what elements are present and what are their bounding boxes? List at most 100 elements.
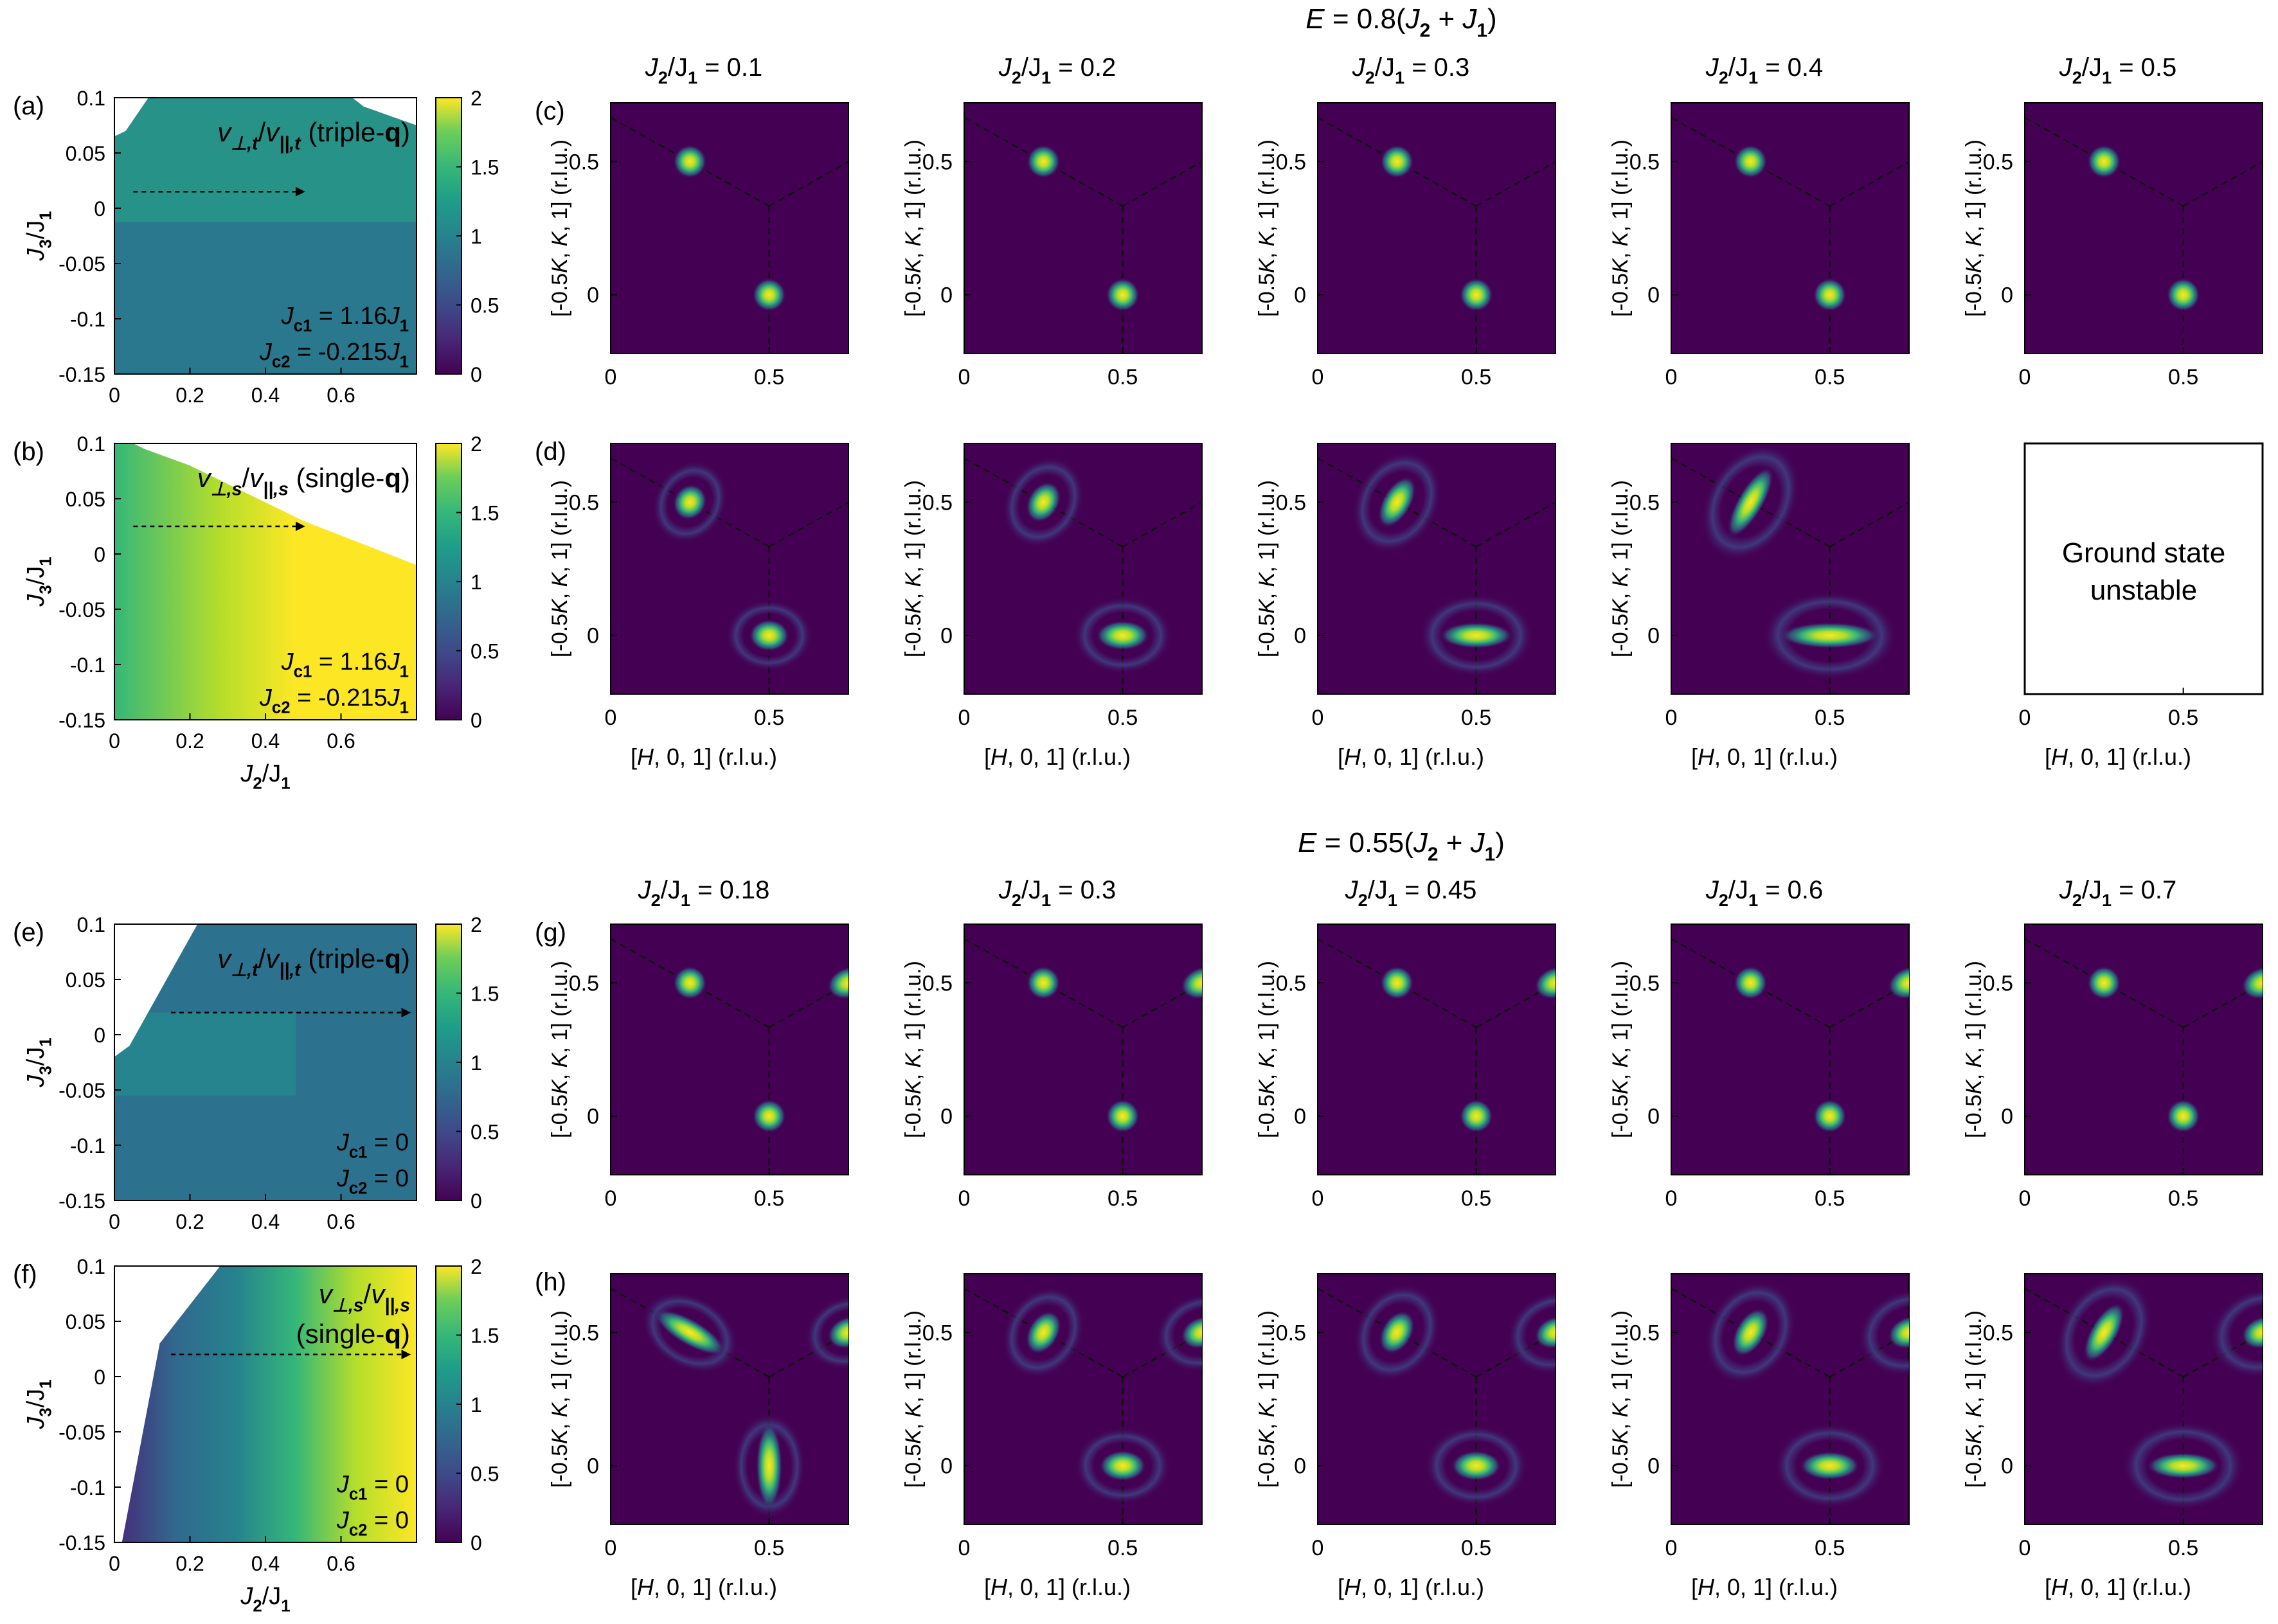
magnon-peak — [2241, 966, 2263, 1000]
zone-boundary-line — [1122, 501, 1202, 548]
sq-map-panel: 0.500 0.5[-0.5K, K, 1] (r.l.u.) — [548, 443, 849, 730]
energy-header: E = 0.8(J2 + J1) — [1305, 3, 1496, 41]
magnon-peak — [1380, 145, 1414, 179]
map-ytick-label: 0.5 — [1629, 150, 1660, 174]
jc2-annotation: Jc2 = -0.215J1 — [259, 684, 409, 717]
phase-ytick-label: -0.05 — [58, 1079, 105, 1102]
column-title: J2/J1 = 0.18 — [638, 876, 770, 910]
magnon-peak — [1779, 622, 1880, 649]
map-ytick-label: 0 — [940, 1454, 953, 1479]
map-axes: 0.5 0 0 0.5 — [922, 1321, 1138, 1560]
map-xtick-label: 0.5 — [1461, 365, 1491, 389]
map-xtick-label: 0.5 — [2168, 365, 2198, 389]
map-ylabel: [-0.5K, K, 1] (r.l.u.) — [1255, 961, 1279, 1138]
panel-label: (a) — [13, 92, 44, 120]
zone-boundary-line — [769, 982, 848, 1028]
phase-ytick-label: -0.05 — [58, 1421, 105, 1444]
zone-boundary-line — [1829, 982, 1909, 1028]
magnon-peak — [1534, 1316, 1556, 1350]
zone-boundary-line — [1476, 161, 1556, 207]
zone-boundary-line — [1476, 501, 1556, 548]
map-ylabel: [-0.5K, K, 1] (r.l.u.) — [548, 961, 572, 1138]
map-xtick-label: 0.5 — [1815, 1536, 1845, 1560]
map-ytick-label: 0.5 — [1276, 490, 1306, 515]
map-xtick-label: 0 — [2019, 365, 2031, 389]
phase-ytick-label: -0.1 — [70, 1476, 105, 1499]
sq-map-panel: 0.500 0.5[-0.5K, K, 1] (r.l.u.) — [1962, 102, 2263, 389]
phase-xtick-label: 0.4 — [251, 1552, 280, 1575]
colorbar-tick-label: 0 — [471, 363, 482, 386]
magnon-peak — [1888, 1316, 1909, 1350]
phase-xtick-label: 0.4 — [251, 384, 280, 407]
phase-fill — [114, 98, 417, 222]
sq-map-panel: 0.500 0.5[-0.5K, K, 1] (r.l.u.) — [1608, 924, 1910, 1211]
magnon-peak — [1027, 145, 1061, 179]
jc1-annotation: Jc1 = 0 — [336, 1471, 409, 1503]
zone-boundary-line — [1829, 161, 1909, 207]
phase-ytick-label: -0.1 — [70, 1134, 105, 1157]
map-ytick-label: 0 — [940, 624, 953, 648]
map-axes: 0.5 0 0 0.5 — [569, 971, 785, 1211]
map-axes: 0.5 0 0 0.5 — [1276, 971, 1492, 1211]
phase-xtick-label: 0 — [109, 384, 120, 407]
colorbar-tick-label: 2 — [471, 1255, 482, 1278]
map-ytick-label: 0 — [1647, 1105, 1660, 1129]
jc2-annotation: Jc2 = -0.215J1 — [259, 339, 409, 371]
map-xtick-label: 0.5 — [1815, 706, 1845, 730]
map-xtick-label: 0 — [605, 1186, 617, 1211]
phase-diagram-panel: 0.10.050-0.05-0.1-0.150 0.2 0.4 0.6(b) 21.51… — [13, 433, 499, 753]
map-ylabel: [-0.5K, K, 1] (r.l.u.) — [901, 1310, 926, 1488]
mode-label: (single-q) — [296, 1319, 410, 1349]
phase-ylabel: J3/J1 — [22, 557, 55, 607]
phase-ytick-label: 0.1 — [77, 1255, 105, 1278]
unstable-region — [114, 1266, 220, 1542]
map-xtick-label: 0 — [605, 706, 617, 730]
map-ytick-label: 0 — [940, 1105, 953, 1129]
magnon-peak — [1106, 278, 1140, 312]
colorbar-tick-label: 0.5 — [471, 640, 499, 663]
map-ytick-label: 0.5 — [1276, 971, 1306, 995]
map-axes: 0.5 0 0 0.5 — [569, 1321, 785, 1560]
magnon-peak — [1380, 966, 1414, 1000]
phase-diagram-panel: 0.10.050-0.05-0.1-0.150 0.2 0.4 0.6(e) 21.51… — [13, 913, 499, 1233]
colorbar-tick-label: 1 — [471, 225, 482, 248]
colorbar-tick-label: 0 — [471, 1190, 482, 1213]
map-xtick-label: 0 — [958, 365, 971, 389]
magnon-peak — [1459, 278, 1493, 312]
magnon-peak — [756, 1422, 783, 1510]
magnon-peak — [1439, 622, 1513, 649]
map-ytick-label: 0 — [1294, 1454, 1306, 1479]
phase-fill — [114, 1012, 296, 1096]
map-ytick-label: 0.5 — [1983, 1321, 2013, 1345]
colorbar-tick-label: 2 — [471, 87, 482, 110]
phase-ytick-label: -0.05 — [58, 253, 105, 276]
magnon-peak — [1813, 1099, 1847, 1133]
phase-xlabel: J2/J1 — [240, 1583, 290, 1615]
unstable-region — [133, 443, 417, 566]
map-background — [1671, 924, 1910, 1175]
jc1-annotation: Jc1 = 1.16J1 — [281, 303, 409, 335]
phase-ytick-label: -0.05 — [58, 598, 105, 621]
sq-map-panel: 0.500 0.5[-0.5K, K, 1] (r.l.u.) — [1255, 1273, 1556, 1560]
magnon-peak — [1379, 1310, 1415, 1355]
colorbar-tick-label: 1 — [471, 1393, 482, 1416]
colorbar-tick-label: 1 — [471, 571, 482, 594]
map-ytick-label: 0.5 — [1276, 1321, 1306, 1345]
sq-map-panel: 0.500 0.5[-0.5K, K, 1] (r.l.u.) — [548, 102, 849, 389]
map-background — [610, 443, 849, 695]
magnon-peak — [2146, 1452, 2220, 1479]
map-xtick-label: 0 — [1312, 365, 1324, 389]
map-ylabel: [-0.5K, K, 1] (r.l.u.) — [548, 139, 572, 317]
unstable-region — [114, 924, 198, 1057]
phase-ytick-label: -0.15 — [58, 1531, 105, 1555]
column-title: J2/J1 = 0.5 — [2059, 53, 2177, 87]
map-ytick-label: 0.5 — [922, 971, 953, 995]
colorbar-tick-label: 2 — [471, 433, 482, 456]
magnon-peak — [1027, 966, 1061, 1000]
phase-xtick-label: 0.4 — [251, 729, 280, 753]
map-ytick-label: 0 — [1647, 283, 1660, 308]
map-xlabel: [H, 0, 1] (r.l.u.) — [631, 1574, 777, 1600]
map-xtick-label: 0 — [2019, 1186, 2031, 1211]
map-ylabel: [-0.5K, K, 1] (r.l.u.) — [1255, 480, 1279, 657]
empty-panel-frame — [2023, 442, 2264, 695]
